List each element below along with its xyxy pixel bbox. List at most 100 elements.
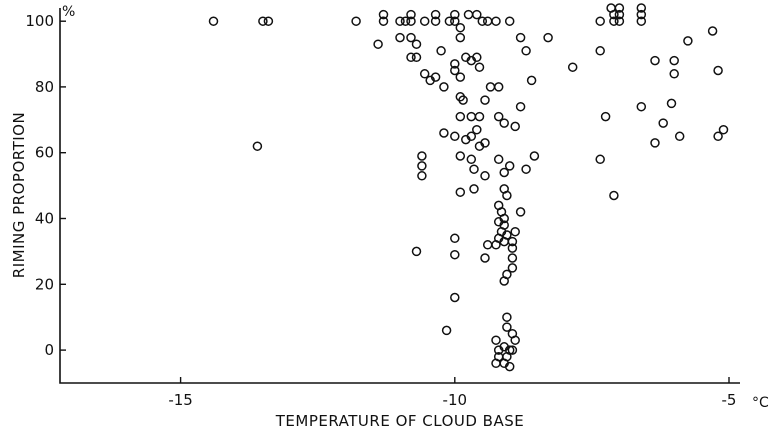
data-point xyxy=(595,154,605,165)
data-point xyxy=(521,46,531,56)
data-point xyxy=(718,124,729,135)
data-point xyxy=(493,154,504,165)
data-point xyxy=(472,124,482,135)
y-tick-label: 20 xyxy=(35,275,54,293)
data-point xyxy=(515,207,526,217)
data-point xyxy=(450,292,460,303)
data-point xyxy=(263,16,274,26)
data-point xyxy=(674,131,685,142)
data-point xyxy=(455,151,466,161)
data-point xyxy=(411,246,422,257)
data-point xyxy=(683,36,693,46)
data-points xyxy=(208,3,729,372)
data-point xyxy=(450,65,460,76)
data-point xyxy=(450,9,460,20)
data-point xyxy=(439,128,449,138)
data-point xyxy=(411,52,422,63)
data-point xyxy=(472,9,482,20)
data-point xyxy=(609,16,619,26)
data-point xyxy=(461,134,471,145)
x-axis-ticks: -15 -10 -5 xyxy=(168,377,736,409)
data-point xyxy=(499,167,509,178)
data-point xyxy=(444,16,455,26)
data-point xyxy=(455,22,466,33)
data-point xyxy=(480,171,490,181)
data-point xyxy=(469,164,479,174)
data-point xyxy=(507,345,518,355)
y-axis-ticks: 0 20 40 60 80 100 xyxy=(25,12,66,359)
data-point xyxy=(480,138,490,148)
data-point xyxy=(510,335,520,345)
data-point xyxy=(707,26,718,36)
data-point xyxy=(510,226,520,237)
data-point xyxy=(567,62,578,72)
data-point xyxy=(529,151,540,161)
data-point xyxy=(450,233,460,244)
data-point xyxy=(472,52,482,63)
data-point xyxy=(455,72,466,82)
data-point xyxy=(417,151,427,161)
data-point xyxy=(507,263,518,273)
data-point xyxy=(507,253,518,263)
data-point xyxy=(450,16,460,26)
data-point xyxy=(521,164,531,174)
data-point xyxy=(430,16,441,26)
data-point xyxy=(430,72,441,82)
data-point xyxy=(419,69,430,79)
data-point xyxy=(395,32,405,43)
data-point xyxy=(502,312,512,322)
y-axis-label: RIMING PROPORTION xyxy=(10,112,28,278)
data-point xyxy=(450,249,460,260)
data-point xyxy=(666,98,677,109)
data-point xyxy=(493,111,504,122)
data-point xyxy=(669,55,679,66)
data-point xyxy=(430,9,441,20)
data-point xyxy=(400,16,411,26)
data-point xyxy=(493,82,504,92)
data-point xyxy=(458,95,468,105)
data-point xyxy=(406,52,416,63)
x-tick-label: -10 xyxy=(443,391,468,409)
data-point xyxy=(614,16,625,26)
data-point xyxy=(395,16,405,26)
data-point xyxy=(417,171,427,181)
data-point xyxy=(499,276,509,286)
data-point xyxy=(614,9,625,20)
data-point xyxy=(543,32,553,43)
data-point xyxy=(406,16,416,26)
data-point xyxy=(515,32,526,43)
data-point xyxy=(450,59,460,69)
x-tick-label: -5 xyxy=(722,391,737,409)
data-point xyxy=(636,101,647,112)
data-point xyxy=(469,184,479,194)
data-point xyxy=(485,82,496,92)
x-tick-label: -15 xyxy=(168,391,193,409)
data-point xyxy=(482,16,493,26)
data-point xyxy=(713,65,723,76)
data-point xyxy=(507,243,518,253)
data-point xyxy=(450,131,460,142)
data-point xyxy=(504,16,515,26)
y-tick-label: 80 xyxy=(35,78,54,96)
data-point xyxy=(650,55,660,66)
data-point xyxy=(493,345,504,355)
data-point xyxy=(609,190,619,201)
data-point xyxy=(417,161,427,171)
data-point xyxy=(636,16,647,26)
data-point xyxy=(595,46,605,56)
data-point xyxy=(507,236,518,247)
data-point xyxy=(609,9,619,20)
data-point xyxy=(258,16,268,26)
data-point xyxy=(419,16,430,26)
data-point xyxy=(466,111,477,122)
data-point xyxy=(526,75,537,86)
plot-area: 0 20 40 60 80 100 -15 -10 -5 xyxy=(25,3,740,409)
data-point xyxy=(713,131,723,142)
data-point xyxy=(650,138,660,148)
axis-frame xyxy=(59,8,740,384)
data-point xyxy=(491,335,501,345)
data-point xyxy=(499,118,509,128)
data-point xyxy=(373,39,383,49)
data-point xyxy=(441,325,452,336)
